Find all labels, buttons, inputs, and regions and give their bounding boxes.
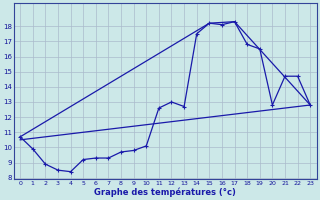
X-axis label: Graphe des températures (°c): Graphe des températures (°c) xyxy=(94,187,236,197)
